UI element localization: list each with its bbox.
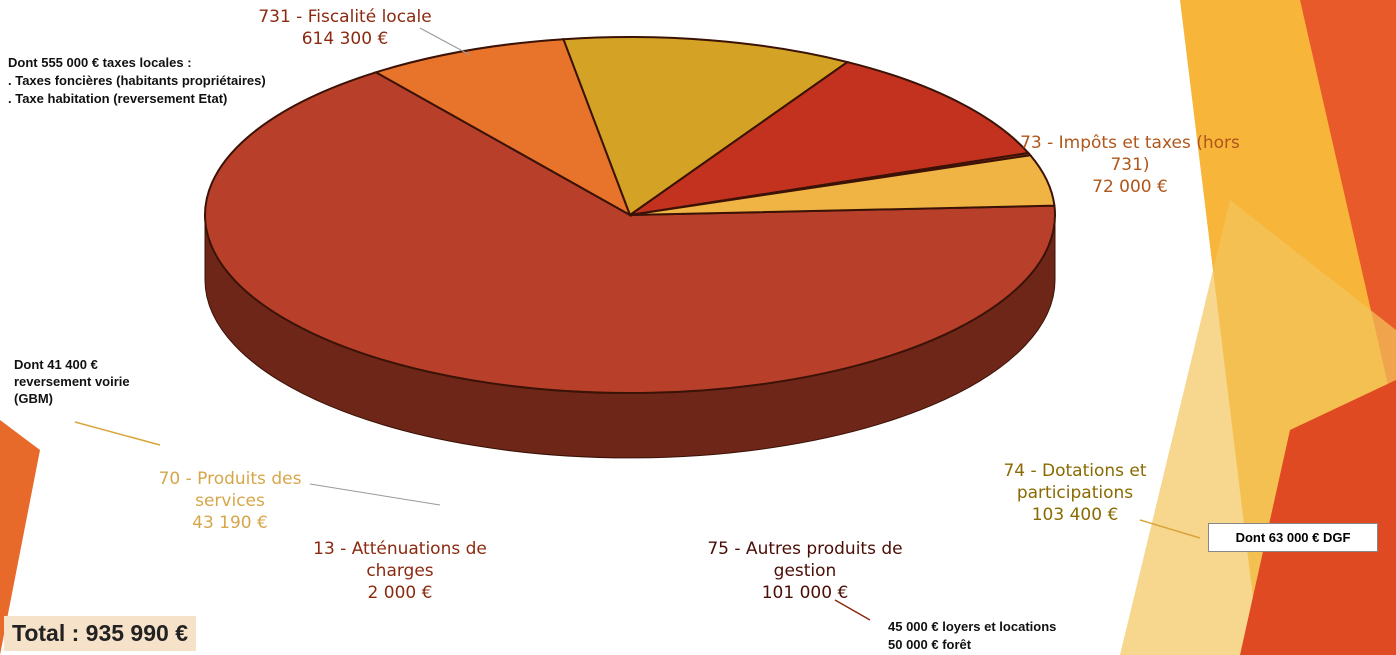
category-label: 13 - Atténuations de charges — [300, 538, 500, 582]
arrow — [75, 422, 160, 445]
value-label: 101 000 € — [700, 582, 910, 604]
pie — [205, 37, 1055, 458]
category-label: 70 - Produits des services — [130, 468, 330, 512]
total: Total : 935 990 € — [4, 616, 196, 651]
category-label: 75 - Autres produits de gestion — [700, 538, 910, 582]
category-label: 73 - Impôts et taxes (hors 731) — [1010, 132, 1250, 176]
slice-label: 73 - Impôts et taxes (hors 731)72 000 € — [1010, 132, 1250, 198]
value-label: 2 000 € — [300, 582, 500, 604]
annotation: . Taxes foncières (habitants propriétair… — [8, 72, 266, 89]
value-label: 614 300 € — [230, 28, 460, 50]
annotation: Dont 555 000 € taxes locales : — [8, 54, 192, 71]
value-label: 72 000 € — [1010, 176, 1250, 198]
value-label: 43 190 € — [130, 512, 330, 534]
annotation: Dont 41 400 € reversement voirie (GBM) — [14, 356, 139, 407]
page: Dont 555 000 € taxes locales : . Taxes f… — [0, 0, 1396, 655]
annotation: 45 000 € loyers et locations — [888, 618, 1056, 635]
annotation: . Taxe habitation (reversement Etat) — [8, 90, 227, 107]
value-label: 103 400 € — [990, 504, 1160, 526]
annotation: 50 000 € forêt — [888, 636, 971, 653]
annotation: Dont 63 000 € DGF — [1208, 523, 1378, 552]
category-label: 731 - Fiscalité locale — [230, 6, 460, 28]
category-label: 74 - Dotations et participations — [990, 460, 1160, 504]
